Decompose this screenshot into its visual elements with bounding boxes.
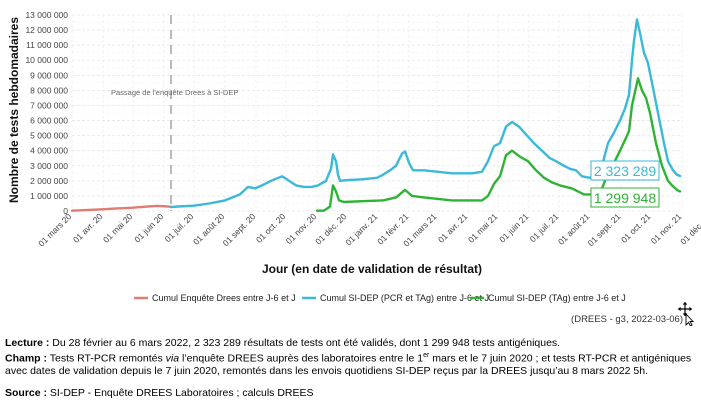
y-axis-title: Nombre de tests hebdomadaires bbox=[7, 17, 21, 203]
y-tick-label: 8 000 000 bbox=[30, 85, 68, 95]
end-label-box bbox=[590, 160, 660, 181]
y-tick-label: 1 000 000 bbox=[30, 191, 68, 201]
y-tick-label: 2 000 000 bbox=[30, 176, 68, 186]
x-tick-label: 01 sept. 21 bbox=[586, 211, 623, 248]
x-tick-label: 01 juin 21 bbox=[497, 211, 530, 244]
y-tick-label: 6 000 000 bbox=[30, 116, 68, 126]
x-tick-label: 01 janv. 21 bbox=[343, 211, 379, 247]
y-tick-label: 11 000 000 bbox=[26, 40, 68, 50]
survey-switch-annotation: Passage de l'enquête Drees à SI-DEP bbox=[111, 88, 238, 97]
y-tick-label: 9 000 000 bbox=[30, 70, 68, 80]
y-tick-labels: 0 1 000 000 2 000 000 3 000 000 4 000 000 5 0… bbox=[25, 10, 68, 216]
x-axis-title: Jour (en date de validation de résultat) bbox=[262, 262, 482, 276]
series-line-drees-survey bbox=[70, 204, 173, 212]
x-tick-label: 01 oct. 20 bbox=[254, 211, 288, 245]
note-champ: Champ : Tests RT-PCR remontés via l’enqu… bbox=[5, 352, 692, 377]
y-tick-label: 3 000 000 bbox=[30, 161, 68, 171]
end-label-value: 2 323 289 bbox=[594, 163, 656, 179]
y-tick-label: 5 000 000 bbox=[30, 131, 68, 141]
series-line-sidep-total bbox=[169, 18, 682, 209]
y-tick-label: 13 000 000 bbox=[25, 10, 68, 20]
end-label-box bbox=[590, 187, 660, 208]
y-tick-label: 12 000 000 bbox=[25, 25, 68, 35]
legend: Cumul Enquête Drees entre J-6 et J Cumul … bbox=[134, 293, 626, 303]
x-tick-label: 01 avr. 20 bbox=[71, 211, 105, 245]
legend-label-sidep-total: Cumul SI-DEP (PCR et TAg) entre J-6 et J bbox=[320, 293, 489, 303]
figure-reference: (DREES - g3, 2022-03-06) bbox=[571, 314, 683, 325]
x-tick-label: 01 juin 20 bbox=[132, 211, 165, 244]
y-tick-label: 7 000 000 bbox=[30, 100, 68, 110]
x-tick-label: 01 mai 21 bbox=[466, 211, 500, 245]
x-tick-label: 01 déc. 21 bbox=[678, 211, 701, 246]
chart-grid bbox=[71, 14, 683, 212]
y-tick-label: 10 000 000 bbox=[25, 55, 68, 65]
note-source: Source : SI-DEP - Enquête DREES Laborato… bbox=[5, 387, 314, 399]
end-value-labels: 2 323 289 1 299 948 bbox=[590, 160, 660, 208]
y-tick-label: 4 000 000 bbox=[30, 146, 68, 156]
x-tick-label: 01 mars 20 bbox=[36, 211, 73, 248]
legend-label-sidep-antigen: Cumul SI-DEP (TAg) entre J-6 et J bbox=[488, 293, 626, 303]
x-tick-label: 01 avr. 21 bbox=[436, 211, 470, 245]
move-cursor-icon bbox=[676, 300, 694, 326]
legend-label-drees-survey: Cumul Enquête Drees entre J-6 et J bbox=[152, 293, 296, 303]
x-tick-label: 01 oct. 21 bbox=[619, 211, 653, 245]
y-tick-label: 0 bbox=[63, 206, 68, 216]
line-chart: 0 1 000 000 2 000 000 3 000 000 4 000 000 5 0… bbox=[7, 10, 701, 303]
x-tick-label: 01 sept. 20 bbox=[221, 211, 258, 248]
x-tick-label: 01 mai 20 bbox=[101, 211, 135, 245]
series-line-sidep-antigen bbox=[315, 77, 682, 212]
end-label-value: 1 299 948 bbox=[594, 190, 656, 206]
series-lines bbox=[70, 18, 682, 212]
note-lecture: Lecture : Du 28 février au 6 mars 2022, … bbox=[5, 337, 561, 349]
